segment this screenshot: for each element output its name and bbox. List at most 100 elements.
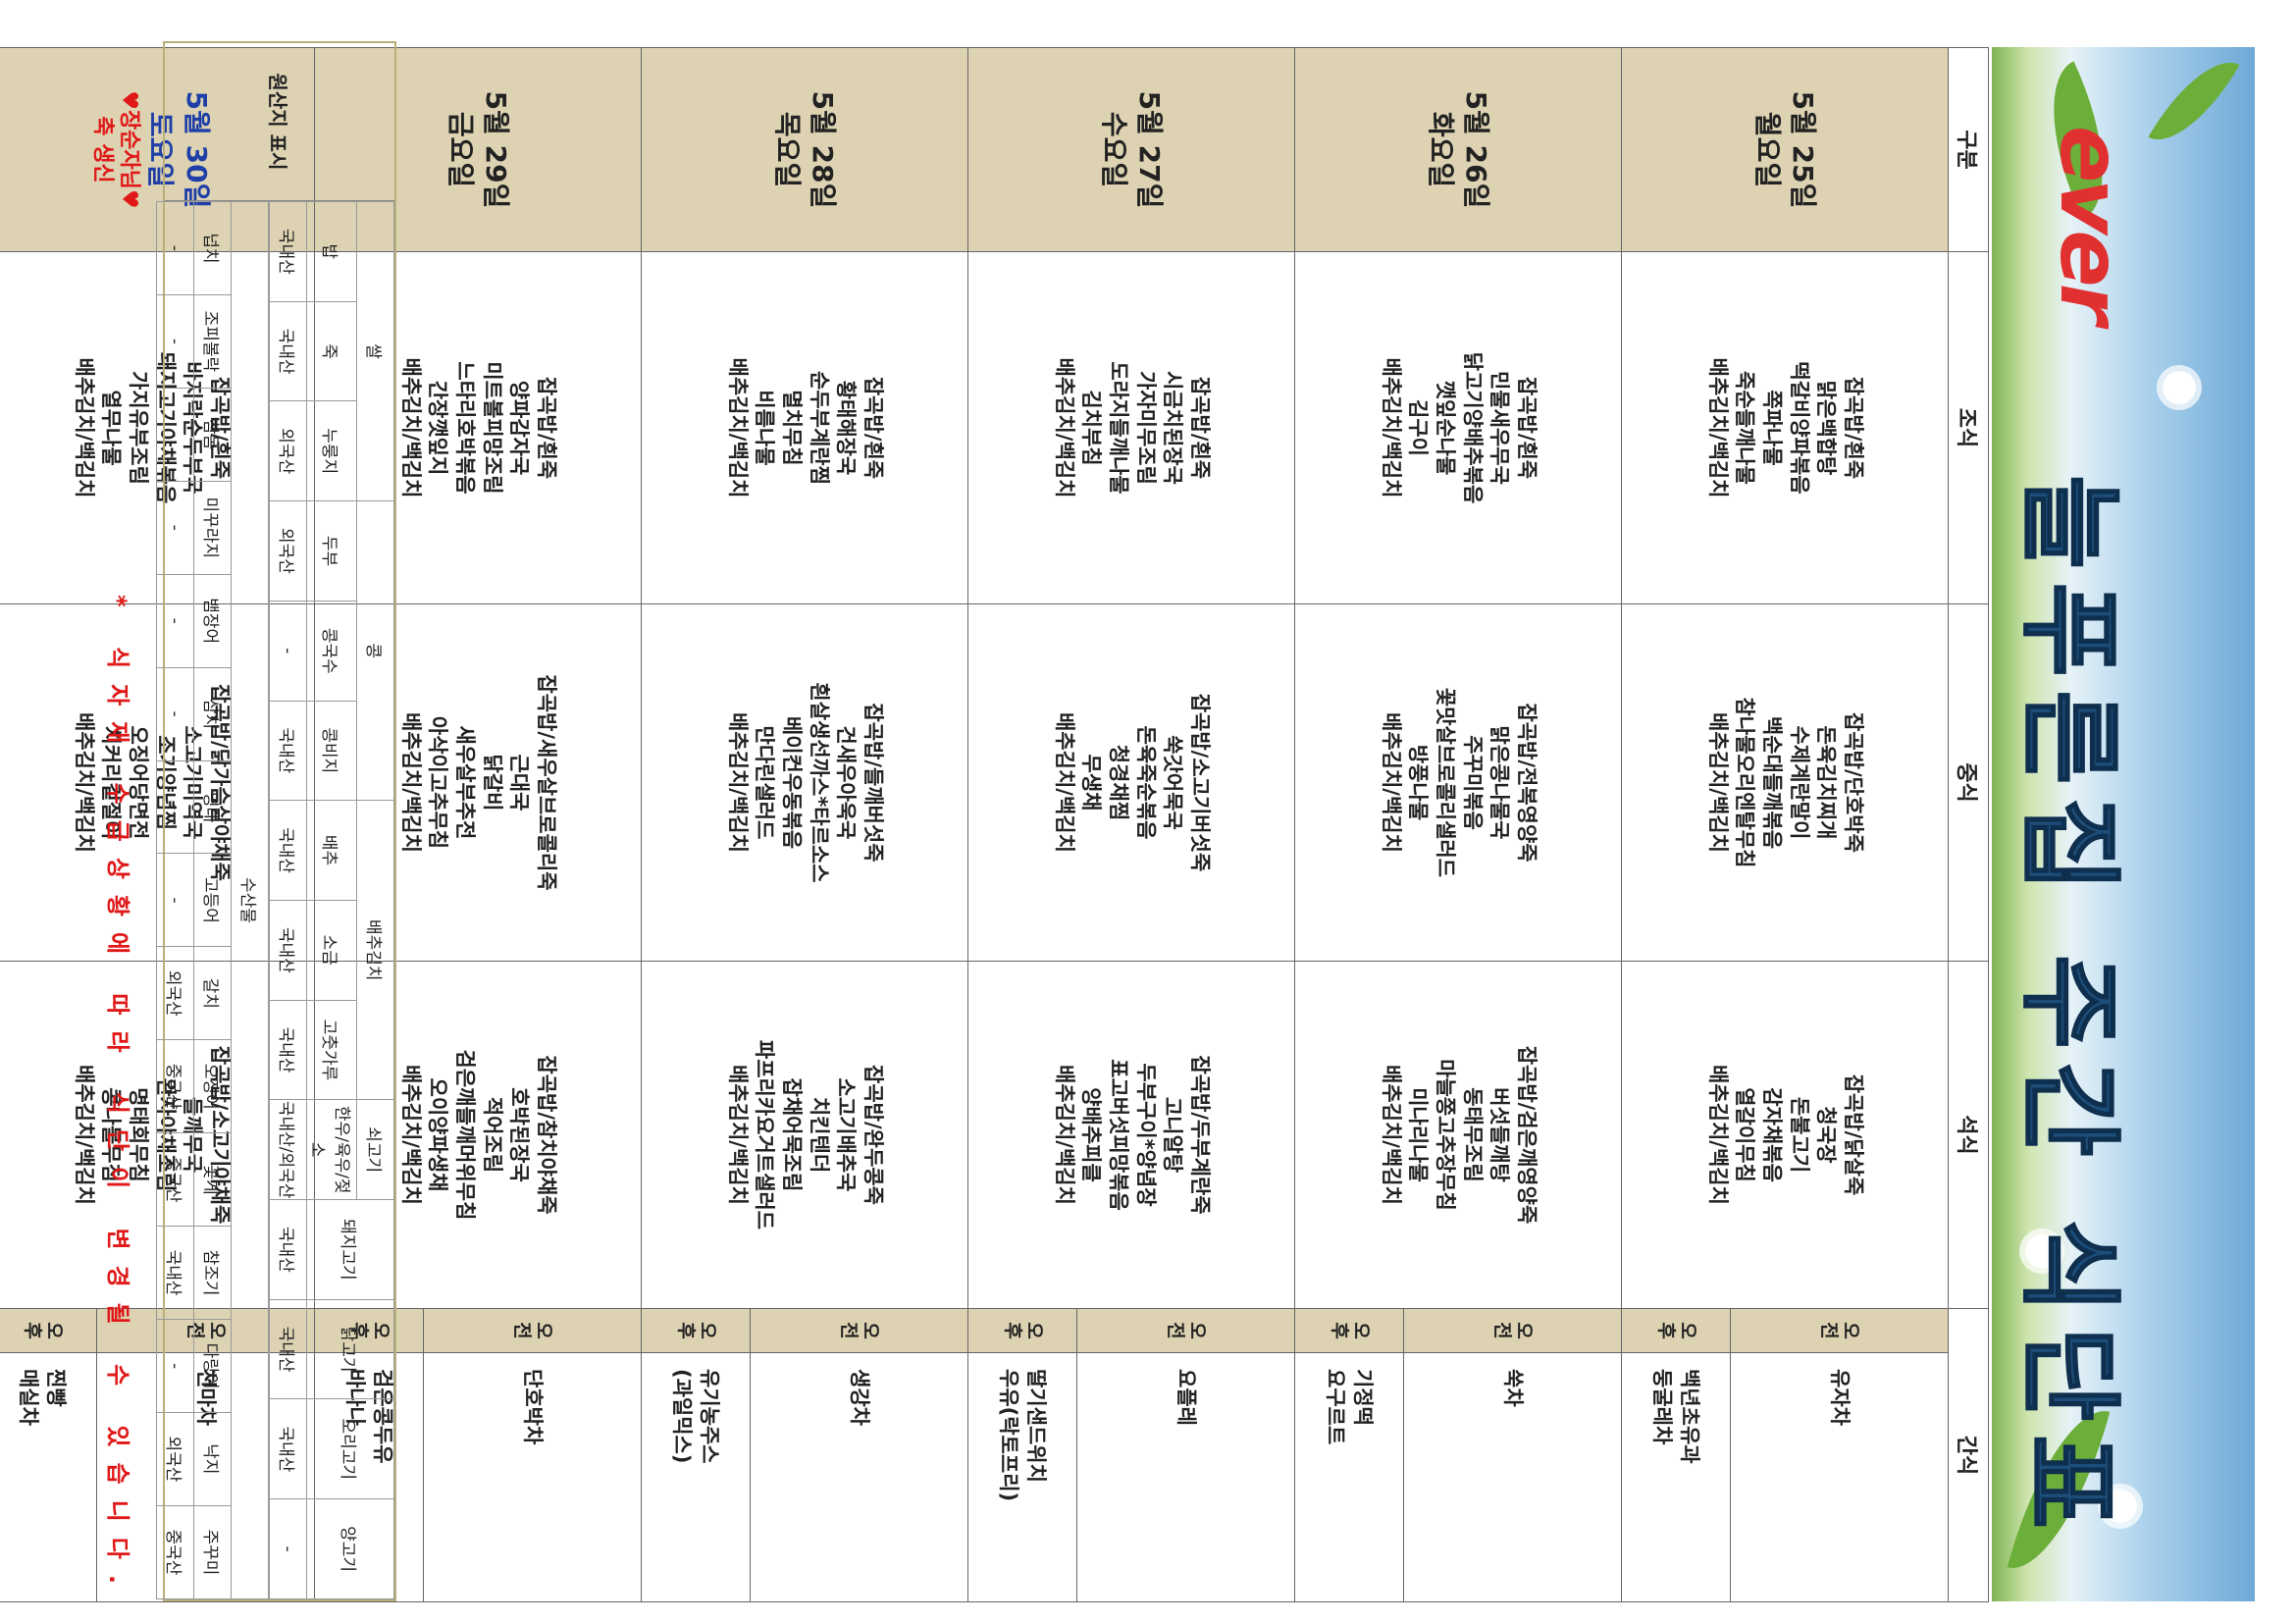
origin-item: 참조기 [193, 1226, 232, 1320]
menu-item: 닭고기양배추볶음 [1460, 351, 1485, 504]
snack-am: 단호박차 [423, 1352, 642, 1602]
date-cell: 5월 27일 수요일 [967, 47, 1295, 252]
menu-item: 잡채어묵조림 [780, 1077, 804, 1192]
menu-item: 마늘쫑고추장무침 [1434, 1059, 1457, 1211]
snack-item: 유자차 [1827, 1369, 1852, 1426]
origin-tables: 쌀 콩 배추김치 쇠고기 돼지고기 닭고기 오리고기 양고기 밥 죽 누룽지 두부 콩국수 콩비지 배추 소금… [156, 201, 394, 1599]
origin-value: - [156, 574, 194, 668]
dinner-cell: 잡곡밥/검은깨영양죽 버섯들깨탕 동태무조림 마늘쫑고추장무침 미나리나물 배추김치/백김… [1294, 961, 1622, 1309]
menu-item: 느타리호박볶음 [453, 361, 477, 495]
menu-item: 동태무조림 [1460, 1087, 1485, 1182]
origin-main: 쌀 콩 배추김치 쇠고기 돼지고기 닭고기 오리고기 양고기 밥 죽 누룽지 두부 콩국수 콩비지 배추 소금… [269, 201, 394, 1599]
origin-value: 외국산 [269, 500, 307, 602]
menu-item: 배추김치/백김치 [725, 1065, 750, 1205]
origin-item: 소금 [306, 900, 357, 1001]
origin-seafood: 수산물 넙치 조피볼락 참돔 미꾸라지 뱀장어 삼치 명태 고등어 갈치 오징어 꽃게 참조기 다랑어 낙지… [156, 201, 269, 1599]
snack-pm: 찐빵 매실차 [0, 1352, 97, 1602]
snack-item: 매실차 [17, 1369, 40, 1426]
menu-item: 시금치된장국 [1161, 371, 1185, 485]
menu-item: 적어조림 [480, 1096, 504, 1174]
menu-item: 배추김치/백김치 [1379, 357, 1403, 498]
menu-item: 김치부침 [1079, 390, 1104, 466]
snack-item: 쑥차 [1500, 1369, 1525, 1407]
menu-item: 민물새우무국 [1487, 371, 1512, 485]
origin-item: 미꾸라지 [193, 481, 232, 575]
menu-item: 맑은콩나물국 [1487, 725, 1512, 840]
date-cell: 5월 26일 화요일 [1294, 47, 1622, 252]
menu-item: 잡곡밥/전복영양죽 [1515, 703, 1539, 863]
origin-value: 중국산 [156, 1132, 194, 1227]
menu-item: 간장깻잎지 [426, 380, 450, 476]
origin-value-row: - - - - - - - - 외국산 중국산 중국산 국내산 - 외국산 중국산 [156, 201, 194, 1599]
snack-item: 우유(락토프리) [997, 1369, 1020, 1502]
menu-item: 배추김치/백김치 [1705, 712, 1730, 853]
menu-item: 잡곡밥/흰죽 [861, 376, 886, 480]
menu-item: 만다린샐러드 [753, 725, 777, 840]
origin-item: 주꾸미 [193, 1505, 232, 1599]
origin-group: 쇠고기 [356, 1099, 394, 1200]
origin-value: 국내산 [269, 800, 307, 901]
day-row: 5월 25일 월요일 잡곡밥/흰죽 맑은백합탕 떡갈비양파볶음 쪽파나물 죽순들깨나물 배추김… [1621, 47, 1949, 1602]
menu-item: 아삭이고추무침 [426, 715, 450, 850]
origin-value: - [156, 388, 194, 482]
date-cell: 5월 28일 목요일 [641, 47, 968, 252]
column-header: 중식 [1948, 603, 1989, 962]
origin-item: 갈치 [193, 946, 232, 1040]
menu-item: 치킨텐더 [807, 1096, 831, 1174]
menu-item: 잡곡밥/완두콩죽 [861, 1065, 886, 1205]
menu-item: 배추김치/백김치 [72, 712, 96, 853]
column-header: 석식 [1948, 961, 1989, 1309]
dinner-cell: 잡곡밥/완두콩죽 소고기배추국 치킨텐더 잡채어묵조림 파프리카요거트샐러드 배추김치/백… [641, 961, 968, 1309]
menu-item: 배추김치/백김치 [1379, 712, 1403, 853]
menu-item: 방풍나물 [1406, 744, 1431, 821]
origin-item: 한우/육우/젖소 [306, 1099, 357, 1200]
snack-item: 단호박차 [520, 1369, 545, 1445]
origin-item: 누룽지 [306, 400, 357, 501]
date: 5월 28일 [807, 90, 840, 209]
snack-item: 찐빵 [44, 1369, 69, 1407]
menu-item: 돈육죽순볶음 [1133, 725, 1158, 840]
origin-value: 중국산 [156, 1505, 194, 1599]
origin-value: 외국산 [269, 400, 307, 501]
origin-group: 콩 [356, 500, 394, 801]
origin-group: 쌀 [356, 201, 394, 501]
menu-item: 고니알탕 [1161, 1096, 1185, 1174]
snack-label: 오전 [750, 1308, 968, 1353]
snack-label-text: 오후 [1655, 1322, 1698, 1339]
menu-item: 양파감자국 [507, 380, 532, 476]
date: 5월 27일 [1133, 90, 1167, 209]
origin-item: 콩국수 [306, 601, 357, 702]
snack-item: 기정떡 [1351, 1369, 1376, 1426]
menu-item: 죽순들깨나물 [1733, 371, 1757, 485]
origin-value: 국내산 [156, 1226, 194, 1320]
origin-value: - [156, 1319, 194, 1413]
menu-item: 잡곡밥/흰죽 [1842, 376, 1866, 480]
origin-value: - [156, 667, 194, 761]
snack-am: 쑥차 [1403, 1352, 1622, 1602]
origin-value: - [156, 294, 194, 389]
origin-item: 삼치 [193, 667, 232, 761]
menu-item: 소고기배추국 [834, 1077, 859, 1192]
menu-item: 참나물오리엔탈무침 [1733, 697, 1757, 868]
snack-label: 오전 [1076, 1308, 1295, 1353]
menu-item: 배추김치/백김치 [398, 1065, 423, 1205]
menu-item: 쑥갓어묵국 [1161, 735, 1185, 830]
menu-item: 버섯들깨탕 [1487, 1087, 1512, 1182]
origin-value: - [156, 853, 194, 947]
snack-label: 오후 [0, 1308, 97, 1353]
origin-item: 밥 [306, 201, 357, 302]
origin-item: 죽 [306, 301, 357, 401]
menu-item: 열갈이무침 [1733, 1087, 1757, 1182]
origin-group-row: 수산물 [231, 201, 269, 1599]
origin-value: 국내산 [269, 301, 307, 401]
snack-label-text: 오후 [675, 1322, 718, 1339]
menu-item: 가자미무조림 [1133, 371, 1158, 485]
menu-item: 잡곡밥/소고기버섯죽 [1188, 693, 1213, 872]
menu-item: 잡곡밥/참치야채죽 [535, 1055, 559, 1215]
column-header: 조식 [1948, 251, 1989, 604]
origin-item: 꽃게 [193, 1132, 232, 1227]
menu-item: 두부구이*양념장 [1133, 1063, 1158, 1207]
origin-value-row: 국내산 국내산 외국산 외국산 - 국내산 국내산 국내산 국내산 국내산/외국산 국내산 국내산 국내… [269, 201, 307, 1599]
origin-group: 양고기 [306, 1498, 394, 1599]
date-cell: 5월 25일 월요일 [1621, 47, 1949, 252]
